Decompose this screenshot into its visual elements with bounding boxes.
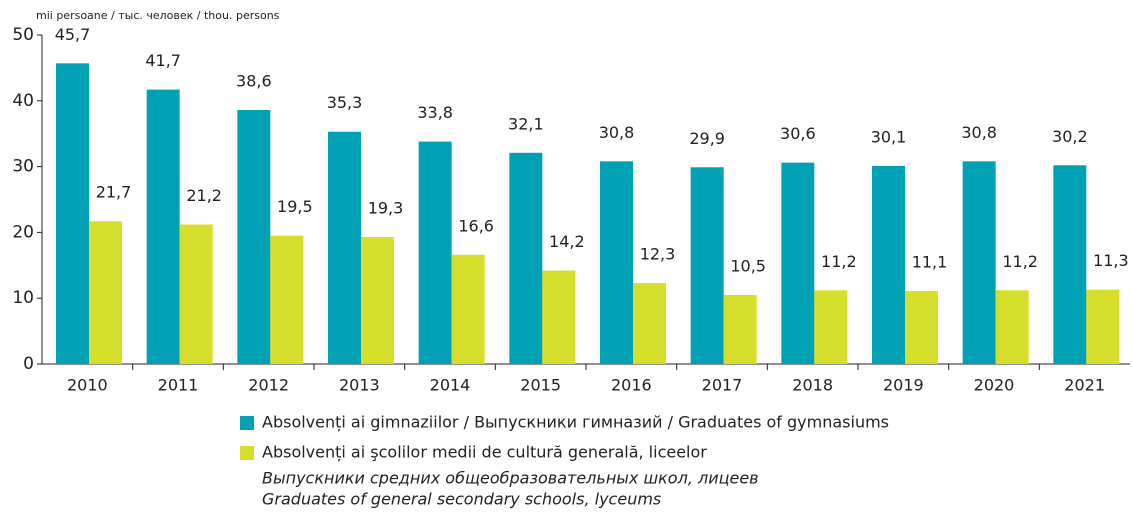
bar: [995, 290, 1029, 364]
x-tick-label: 2013: [339, 376, 380, 395]
bar: [451, 254, 485, 364]
bar: [905, 290, 938, 364]
y-tick-label: 10: [12, 288, 34, 308]
x-tick-label: 2019: [883, 376, 924, 395]
y-tick-label: 50: [12, 25, 34, 45]
bar: [361, 237, 394, 364]
value-label: 29,9: [689, 129, 725, 148]
value-label: 33,8: [417, 103, 453, 122]
bar: [781, 162, 815, 364]
value-label: 11,3: [1093, 251, 1129, 270]
value-label: 19,5: [277, 197, 313, 216]
bar: [328, 131, 361, 364]
value-label: 45,7: [55, 25, 91, 44]
bar: [814, 290, 848, 364]
bar: [600, 161, 633, 364]
value-label: 30,8: [961, 123, 997, 142]
value-label: 38,6: [236, 72, 272, 91]
legend-label: Absolvenți ai şcolilor medii de cultură …: [262, 443, 707, 462]
x-tick-label: 2011: [158, 376, 199, 395]
y-tick-label: 40: [12, 91, 34, 111]
value-label: 11,2: [1002, 252, 1038, 271]
bar: [237, 110, 271, 365]
y-tick-label: 0: [23, 354, 34, 374]
value-label: 21,2: [186, 186, 222, 205]
bar: [418, 141, 452, 364]
legend-swatch: [240, 416, 254, 430]
bar: [723, 294, 757, 364]
bar: [270, 235, 304, 364]
x-tick-label: 2010: [67, 376, 108, 395]
value-label: 11,2: [821, 252, 857, 271]
bar: [1086, 289, 1120, 364]
bar: [509, 152, 543, 364]
x-tick-label: 2015: [520, 376, 561, 395]
x-tick-label: 2012: [248, 376, 289, 395]
bar: [633, 283, 666, 364]
value-label: 30,2: [1052, 127, 1088, 146]
y-tick-label: 20: [12, 222, 34, 242]
value-label: 19,3: [368, 199, 404, 218]
legend-label: Выпускники средних общеобразовательных ш…: [262, 469, 759, 488]
bar: [962, 161, 996, 364]
y-tick-label: 30: [12, 157, 34, 177]
value-label: 21,7: [96, 183, 132, 202]
bar: [89, 221, 122, 364]
bar: [1053, 165, 1087, 364]
value-label: 12,3: [640, 245, 676, 264]
bar: [146, 89, 180, 364]
x-tick-label: 2017: [702, 376, 743, 395]
legend-swatch: [240, 446, 254, 460]
value-label: 35,3: [327, 93, 363, 112]
y-axis-label: mii persoane / тыс. человек / thou. pers…: [36, 9, 280, 22]
value-label: 30,6: [780, 124, 816, 143]
value-label: 41,7: [145, 51, 181, 70]
value-label: 10,5: [730, 256, 766, 275]
x-tick-label: 2014: [430, 376, 471, 395]
value-label: 30,1: [871, 127, 907, 146]
x-tick-label: 2021: [1064, 376, 1105, 395]
x-tick-label: 2016: [611, 376, 652, 395]
bar: [542, 270, 576, 364]
bar: [872, 165, 905, 364]
bar: [56, 63, 89, 364]
value-label: 14,2: [549, 232, 585, 251]
legend-label: Graduates of general secondary schools, …: [262, 490, 661, 509]
value-label: 16,6: [458, 216, 494, 235]
bar: [179, 224, 213, 364]
value-label: 30,8: [599, 123, 635, 142]
legend-label: Absolvenți ai gimnaziilor / Выпускники г…: [262, 413, 889, 432]
x-tick-label: 2018: [792, 376, 833, 395]
value-label: 32,1: [508, 114, 544, 133]
bar: [690, 167, 724, 364]
value-label: 11,1: [912, 252, 948, 271]
x-tick-label: 2020: [974, 376, 1015, 395]
